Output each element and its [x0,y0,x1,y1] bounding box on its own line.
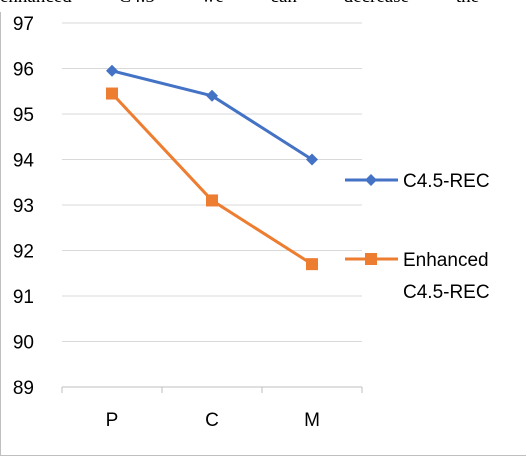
data-point [306,153,318,166]
x-tick-label: M [304,410,320,431]
y-tick-label: 91 [13,287,34,308]
data-point [206,89,218,102]
legend-entry: C4.5-REC [345,171,490,192]
series-line [110,92,313,266]
series-c45-rec [106,64,318,166]
data-point [106,87,118,100]
legend-label: C4.5-REC [403,282,490,303]
y-tick-label: 95 [13,105,34,126]
x-tick-label: C [205,410,219,431]
data-point [106,64,118,77]
legend-entry: Enhanced C4.5-REC [345,250,490,303]
legend-label: Enhanced [403,250,489,271]
y-tick-label: 90 [13,333,34,354]
legend: C4.5-REC Enhanced C4.5-REC [345,171,490,303]
y-tick-label: 93 [13,196,34,217]
y-tick-label: 92 [13,242,34,263]
series-layer [106,64,318,271]
legend-marker [365,253,377,265]
series-enhanced-c45-rec [106,87,318,271]
legend-marker [365,174,377,186]
data-point [306,258,318,271]
chart-frame [0,12,526,456]
x-tick-label: P [106,410,119,431]
cropped-body-text: enhanced C4.5 we can decrease the [0,0,527,8]
legend-label: C4.5-REC [403,171,490,192]
y-tick-label: 89 [13,378,34,399]
series-line [111,69,313,161]
data-point [206,194,218,207]
y-tick-label: 97 [13,14,34,35]
y-tick-label: 94 [13,151,35,172]
y-axis: 89 90 91 92 93 94 95 96 97 [13,14,35,399]
y-tick-label: 96 [13,60,34,81]
